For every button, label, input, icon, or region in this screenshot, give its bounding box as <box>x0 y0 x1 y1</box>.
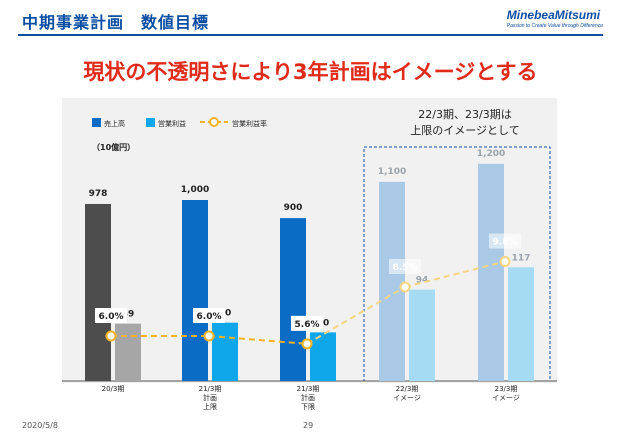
bar-sales-1 <box>182 200 208 381</box>
tick-label-4-1: イメージ <box>492 394 520 402</box>
rate-point-2 <box>301 338 313 350</box>
bar-profit-3 <box>409 289 435 381</box>
company-logo: MinebeaMitsumi Passion to Create Value t… <box>507 8 603 29</box>
bar-profit-1 <box>212 322 238 381</box>
legend-swatch-profit <box>146 118 155 127</box>
image-note-line-1: 22/3期、23/3期は <box>418 108 512 121</box>
headline: 現状の不透明さにより3年計画はイメージとする <box>83 60 538 84</box>
logo-tagline: Passion to Create Value through Differen… <box>506 23 603 29</box>
tick-label-4-0: 23/3期 <box>495 385 518 393</box>
legend-label-sales: 売上高 <box>104 119 125 128</box>
data-label-sales-1: 1,000 <box>181 185 209 195</box>
data-label-profit-3: 94 <box>416 276 429 286</box>
rate-line-segment-3 <box>404 260 506 288</box>
legend-label-rate: 営業利益率 <box>232 119 267 128</box>
rate-label-box-4 <box>489 233 521 249</box>
rate-label-box-2 <box>291 315 323 331</box>
bar-sales-3 <box>379 181 405 381</box>
rate-point-4 <box>499 256 511 268</box>
page-title: 中期事業計画 数値目標 <box>22 13 210 32</box>
page-number: 29 <box>303 421 314 430</box>
tick-label-2-0: 21/3期 <box>297 385 320 393</box>
rate-label-box-3 <box>389 259 421 274</box>
header-divider <box>18 34 603 36</box>
bar-sales-0 <box>85 203 111 381</box>
data-label-profit-0: 59 <box>122 310 135 320</box>
legend-swatch-sales <box>92 118 101 127</box>
data-label-rate-3: 8.5% <box>393 263 418 273</box>
data-label-rate-0: 6.0% <box>99 312 124 322</box>
rate-point-0 <box>105 330 117 342</box>
rate-point-1 <box>203 330 215 342</box>
tick-label-0-0: 20/3期 <box>102 385 125 393</box>
tick-label-3-1: イメージ <box>393 394 421 402</box>
unit-label: （10億円） <box>92 142 135 152</box>
tick-label-2-2: 下限 <box>301 402 315 411</box>
bar-profit-0 <box>115 323 141 381</box>
legend-marker-rate <box>209 117 219 127</box>
image-note: 22/3期、23/3期は 上限のイメージとして <box>380 107 550 139</box>
rate-label-box-0 <box>95 308 127 323</box>
rate-line-segment-1 <box>208 335 308 345</box>
data-label-rate-2: 5.6% <box>295 320 320 330</box>
legend-label-profit: 営業利益 <box>158 119 186 128</box>
rate-point-3 <box>399 281 411 293</box>
data-label-profit-4: 117 <box>512 253 531 263</box>
footer-date: 2020/5/8 <box>22 421 58 430</box>
data-label-sales-0: 978 <box>89 189 108 199</box>
tick-label-3-0: 22/3期 <box>396 385 419 393</box>
rate-line-segment-2 <box>306 286 406 345</box>
data-label-rate-1: 6.0% <box>197 312 222 322</box>
image-note-line-2: 上限のイメージとして <box>410 124 520 137</box>
data-label-sales-2: 900 <box>284 203 303 213</box>
tick-label-1-1: 計画 <box>203 393 217 402</box>
data-label-rate-4: 9.8% <box>493 238 518 248</box>
bar-sales-2 <box>280 218 306 381</box>
tick-label-2-1: 計画 <box>301 393 315 402</box>
tick-label-1-2: 上限 <box>203 402 217 411</box>
data-label-sales-4: 1,200 <box>477 149 505 159</box>
tick-label-1-0: 21/3期 <box>199 385 222 393</box>
bar-sales-4 <box>478 163 504 381</box>
rate-label-box-1 <box>193 308 225 323</box>
logo-wordmark: MinebeaMitsumi <box>506 8 601 22</box>
bar-profit-4 <box>508 267 534 381</box>
bar-profit-2 <box>310 332 336 381</box>
data-label-sales-3: 1,100 <box>378 167 406 177</box>
